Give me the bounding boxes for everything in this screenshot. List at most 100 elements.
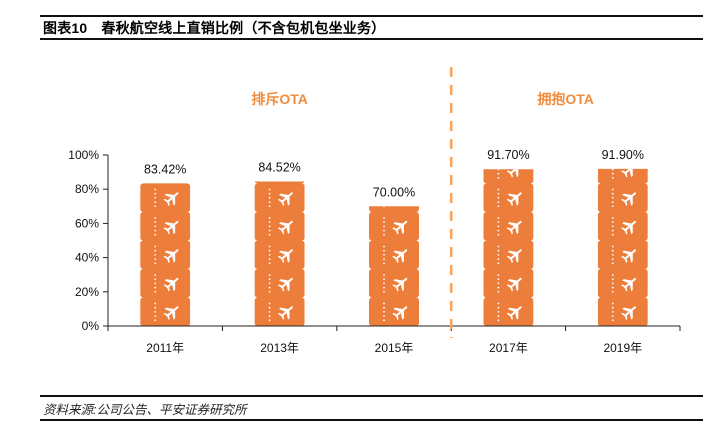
bar-tile (254, 297, 305, 326)
perforation-dot (383, 233, 385, 236)
perforation-dot (268, 249, 271, 252)
perforation-dot (611, 306, 614, 309)
bar (483, 169, 534, 326)
tile-notch (483, 267, 485, 271)
figure-title-text: 春秋航空线上直销比例（不含包机包坐业务） (101, 20, 386, 36)
airplane-icon (277, 306, 293, 320)
bar-tile (597, 240, 648, 269)
bar-tiles (483, 169, 534, 326)
airplane-icon (621, 277, 637, 292)
perforation-dot (611, 197, 614, 199)
bar-tile (254, 183, 305, 212)
perforation-dot (268, 258, 271, 260)
perforation-dot (383, 290, 385, 293)
tile-notch (369, 296, 371, 299)
y-tick-label: 40% (75, 251, 99, 265)
perforation-dot (611, 262, 614, 265)
airplane-icon (506, 192, 522, 206)
airplane-icon (506, 220, 522, 235)
bar-tile (369, 240, 419, 269)
bar-tile (369, 297, 419, 326)
perforation-dot (612, 164, 614, 166)
tile-notch (532, 239, 534, 242)
tile-notch (254, 239, 256, 242)
perforation-dot (154, 188, 157, 191)
tile-notch (483, 296, 485, 299)
perforation-dot (497, 306, 500, 309)
bar-tiles (369, 201, 419, 326)
tile-notch (646, 267, 648, 271)
tile-notch (417, 239, 419, 242)
tile-notch (483, 210, 485, 214)
perforation-dot (383, 206, 385, 208)
perforation-dot (268, 274, 271, 276)
perforation-dot (383, 217, 385, 219)
perforation-dot (611, 192, 614, 195)
perforation-dot (383, 274, 385, 276)
tile-notch (597, 182, 599, 185)
bar-tile (483, 169, 534, 184)
tile-notch (417, 210, 419, 214)
x-tick-label: 2017年 (489, 341, 528, 355)
perforation-dot (383, 221, 385, 224)
tile-notch (369, 210, 371, 214)
perforation-dot (268, 311, 271, 313)
airplane-icon (392, 277, 408, 292)
bar-tile (140, 269, 191, 298)
y-tick-label: 20% (75, 285, 99, 299)
bar (597, 154, 648, 326)
perforation-dot (154, 249, 157, 252)
perforation-dot (383, 282, 385, 285)
x-tick-label: 2013年 (260, 341, 299, 355)
tile-notch (532, 210, 534, 214)
perforation-dot (611, 176, 614, 179)
perforation-dot (497, 169, 500, 171)
airplane-icon (392, 249, 408, 263)
tile-notch (532, 182, 534, 185)
perforation-dot (611, 278, 614, 281)
airplane-icon (392, 306, 408, 320)
tile-notch (483, 239, 485, 242)
tile-notch (483, 182, 485, 185)
perforation-dot (611, 221, 614, 224)
tile-notch (140, 239, 142, 242)
perforation-dot (154, 197, 157, 199)
perforation-dot (154, 221, 157, 224)
perforation-dot (611, 245, 614, 248)
bar-tiles (597, 154, 648, 326)
perforation-dot (154, 177, 156, 179)
y-tick-label: 0% (82, 319, 100, 333)
tile-notch (189, 267, 191, 271)
tile-notch (189, 154, 191, 156)
perforation-dot (154, 233, 157, 236)
airplane-icon (163, 277, 179, 292)
x-tick-label: 2011年 (146, 341, 184, 355)
perforation-dot (383, 229, 385, 232)
perforation-dot (611, 249, 614, 252)
perforation-dot (154, 229, 157, 232)
bar-tile (597, 297, 648, 326)
tile-notch (369, 267, 371, 271)
perforation-dot (154, 315, 157, 317)
perforation-dot (154, 302, 157, 305)
perforation-dot (497, 290, 500, 293)
perforation-dot (611, 233, 614, 236)
tile-notch (646, 296, 648, 299)
perforation-dot (497, 302, 500, 305)
perforation-dot (268, 205, 271, 208)
tile-notch (303, 296, 305, 299)
bar-tile (369, 212, 419, 241)
perforation-dot (154, 278, 157, 281)
perforation-dot (383, 286, 385, 289)
bar-tile (254, 269, 305, 298)
perforation-dot (383, 201, 385, 203)
perforation-dot (497, 254, 500, 256)
perforation-dot (268, 217, 271, 219)
group-label-reject-ota: 排斥OTA (251, 91, 308, 107)
airplane-icon (506, 169, 522, 178)
perforation-dot (268, 197, 271, 199)
bar-tile (142, 183, 189, 184)
tile-notch (597, 154, 599, 156)
perforation-dot (268, 306, 271, 309)
